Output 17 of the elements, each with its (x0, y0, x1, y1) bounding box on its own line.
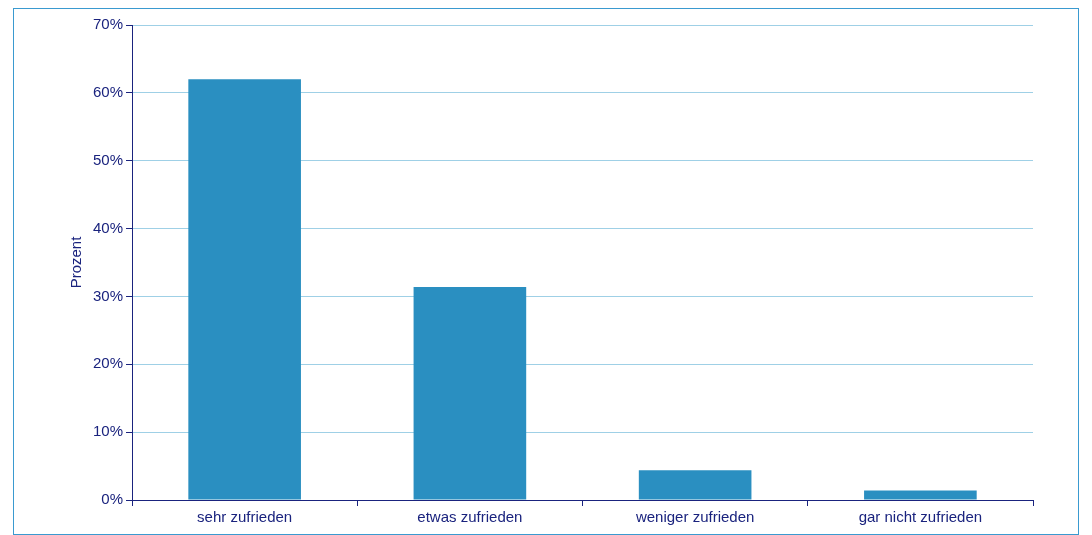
y-tick-label: 30% (92, 286, 124, 304)
bar (638, 470, 752, 500)
y-tick-label: 40% (92, 218, 124, 236)
x-tick-label: etwas zufrieden (417, 508, 523, 526)
bar (413, 286, 527, 500)
y-tick-label: 50% (92, 150, 124, 168)
y-tick-label: 20% (92, 354, 124, 372)
x-tick-label: gar nicht zufrieden (858, 508, 983, 526)
y-tick-label: 10% (92, 422, 124, 440)
y-tick-label: 60% (92, 83, 124, 100)
x-tick-label: weniger zufrieden (634, 508, 755, 526)
bar (864, 490, 977, 500)
bar (188, 79, 301, 500)
y-tick-label: 70% (92, 15, 124, 33)
y-axis-title: Prozent (67, 235, 85, 289)
y-tick-label: 0% (101, 490, 124, 508)
x-tick-label: sehr zufrieden (197, 508, 293, 526)
